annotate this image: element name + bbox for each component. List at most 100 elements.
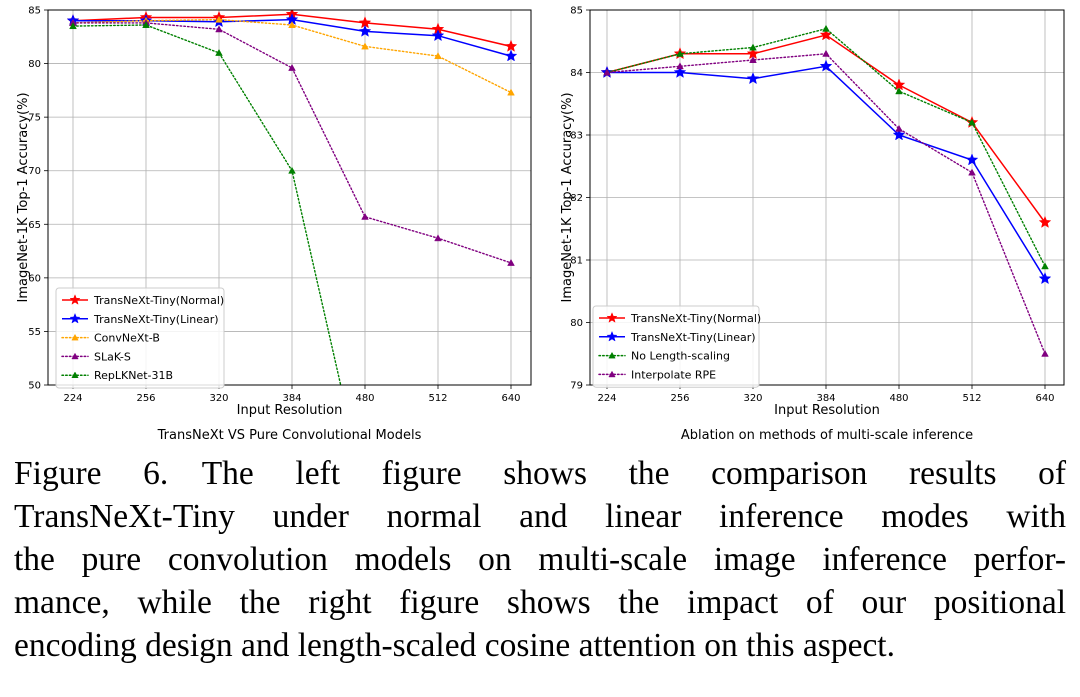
caption-line-5: encoding design and length-scaled cosine…	[14, 627, 895, 664]
left-legend-item-slak-s: SLaK-S	[61, 350, 131, 363]
caption-line-3: the pure convolution models on multi-sca…	[14, 541, 1066, 578]
left-legend-marker-replknet-31b	[71, 371, 79, 379]
right-point-interpolate-rpe-512	[968, 168, 976, 176]
right-legend-marker-transnext-tiny-linear	[606, 330, 618, 342]
right-point-interpolate-rpe-256	[676, 62, 684, 70]
right-point-transnext-tiny-normal-640	[1038, 215, 1052, 228]
left-xlabel: Input Resolution	[237, 403, 343, 418]
left-legend-item-convnext-b: ConvNeXt-B	[61, 332, 160, 345]
left-ytick-label-70: 70	[28, 166, 41, 177]
left-legend-label-transnext-tiny-linear: TransNeXt-Tiny(Linear)	[93, 313, 219, 326]
left-point-slak-s-640	[507, 258, 515, 266]
left-legend: TransNeXt-Tiny(Normal) TransNeXt-Tiny(Lin…	[55, 287, 225, 389]
left-xtick-label-224: 224	[63, 393, 82, 404]
left-ylabel: ImageNet-1K Top-1 Accuracy(%)	[16, 92, 31, 302]
right-point-interpolate-rpe-480	[895, 124, 903, 132]
right-ylabel: ImageNet-1K Top-1 Accuracy(%)	[560, 92, 575, 302]
left-series-group	[66, 10, 518, 385]
left-series-replknet-31b	[69, 21, 342, 385]
left-point-slak-s-320	[215, 25, 223, 33]
left-legend-item-replknet-31b: RepLKNet-31B	[61, 369, 173, 382]
right-legend: TransNeXt-Tiny(Normal) TransNeXt-Tiny(Lin…	[592, 305, 761, 388]
left-point-convnext-b-480	[361, 42, 369, 50]
right-xtick-label-512: 512	[962, 393, 981, 404]
left-ytick-label-55: 55	[28, 327, 41, 338]
left-legend-marker-transnext-tiny-normal	[69, 294, 81, 305]
left-legend-box	[55, 287, 225, 389]
right-legend-marker-interpolate-rpe	[608, 370, 616, 378]
left-xtick-label-480: 480	[355, 393, 374, 404]
right-xtick-label-256: 256	[670, 393, 689, 404]
right-ytick-label-81: 81	[570, 256, 583, 267]
right-ytick-label-79: 79	[570, 381, 583, 392]
right-xtick-label-320: 320	[743, 393, 762, 404]
left-point-slak-s-480	[361, 212, 369, 220]
left-point-convnext-b-640	[507, 88, 515, 96]
right-point-transnext-tiny-linear-320	[746, 72, 760, 85]
right-series-group	[600, 24, 1052, 357]
left-axes-frame	[47, 9, 532, 386]
right-title: Ablation on methods of multi-scale infer…	[681, 428, 973, 443]
right-point-no-length-scaling-384	[822, 24, 830, 32]
right-point-no-length-scaling-320	[749, 43, 757, 51]
left-legend-label-convnext-b: ConvNeXt-B	[94, 332, 160, 345]
right-point-no-length-scaling-512	[968, 118, 976, 126]
right-legend-item-transnext-tiny-linear: TransNeXt-Tiny(Linear)	[599, 331, 756, 344]
right-series-interpolate-rpe	[603, 49, 1049, 357]
right-legend-label-transnext-tiny-linear: TransNeXt-Tiny(Linear)	[630, 331, 756, 344]
left-ytick-label-50: 50	[28, 381, 41, 392]
right-point-transnext-tiny-linear-480	[892, 128, 906, 141]
right-point-transnext-tiny-linear-256	[673, 65, 687, 78]
left-ytick-label-85: 85	[28, 6, 41, 17]
caption-line-4: mance, while the right figure shows the …	[14, 584, 1066, 621]
left-point-slak-s-384	[288, 63, 296, 71]
left-xtick-label-320: 320	[209, 393, 228, 404]
left-legend-label-transnext-tiny-normal: TransNeXt-Tiny(Normal)	[93, 294, 224, 307]
right-xlabel: Input Resolution	[774, 403, 880, 418]
chart-right: 224 256 320 384 480 512 640 79 80 81 82 83 84 85 Input…	[560, 6, 1065, 443]
left-xtick-label-640: 640	[501, 393, 520, 404]
left-point-replknet-31b-320	[215, 48, 223, 56]
right-point-interpolate-rpe-320	[749, 56, 757, 63]
left-point-transnext-tiny-linear-640	[504, 49, 518, 62]
left-point-convnext-b-512	[434, 52, 442, 60]
left-point-replknet-31b-384	[288, 166, 296, 174]
right-legend-marker-no-length-scaling	[608, 351, 616, 359]
right-point-no-length-scaling-480	[895, 87, 903, 95]
right-ticks: 224 256 320 384 480 512 640 79 80 81 82 83 84 85	[570, 6, 1054, 405]
right-point-interpolate-rpe-640	[1041, 349, 1049, 357]
right-point-transnext-tiny-linear-512	[965, 153, 979, 166]
left-ytick-label-80: 80	[28, 59, 41, 70]
right-legend-marker-transnext-tiny-normal	[606, 312, 618, 323]
right-point-interpolate-rpe-224	[603, 68, 611, 76]
left-legend-label-replknet-31b: RepLKNet-31B	[94, 369, 173, 382]
right-ytick-label-82: 82	[570, 193, 583, 204]
right-point-no-length-scaling-640	[1041, 262, 1049, 270]
right-xtick-label-224: 224	[597, 393, 616, 404]
left-legend-item-transnext-tiny-normal: TransNeXt-Tiny(Normal)	[62, 294, 224, 307]
left-point-convnext-b-320	[215, 15, 223, 23]
left-legend-marker-slak-s	[71, 352, 79, 360]
right-xtick-label-640: 640	[1035, 393, 1054, 404]
right-legend-item-interpolate-rpe: Interpolate RPE	[598, 368, 716, 381]
left-ticks: 224 256 320 384 480 512 640 50 55 60 65 70 75 80 85	[28, 6, 520, 405]
right-axes-frame	[589, 9, 1065, 386]
left-xtick-label-384: 384	[282, 393, 301, 404]
left-point-convnext-b-384	[288, 21, 296, 28]
left-legend-marker-convnext-b	[71, 333, 79, 341]
left-xtick-label-256: 256	[136, 393, 155, 404]
chart-left: 224 256 320 384 480 512 640 50 55 60 65 70 75 80 85 Inp…	[16, 6, 532, 443]
right-xtick-label-384: 384	[816, 393, 835, 404]
right-point-transnext-tiny-linear-384	[819, 59, 833, 72]
right-xtick-label-480: 480	[889, 393, 908, 404]
right-ytick-label-83: 83	[570, 131, 583, 142]
right-point-transnext-tiny-linear-640	[1038, 272, 1052, 285]
right-ytick-label-85: 85	[570, 6, 583, 17]
figure-caption: Figure 6. The left figure shows the comp…	[14, 452, 1066, 667]
right-legend-label-transnext-tiny-normal: TransNeXt-Tiny(Normal)	[630, 312, 761, 325]
left-point-replknet-31b-256	[142, 21, 150, 28]
left-title: TransNeXt VS Pure Convolutional Models	[157, 428, 422, 443]
left-point-transnext-tiny-normal-640	[504, 39, 518, 52]
left-xtick-label-512: 512	[428, 393, 447, 404]
